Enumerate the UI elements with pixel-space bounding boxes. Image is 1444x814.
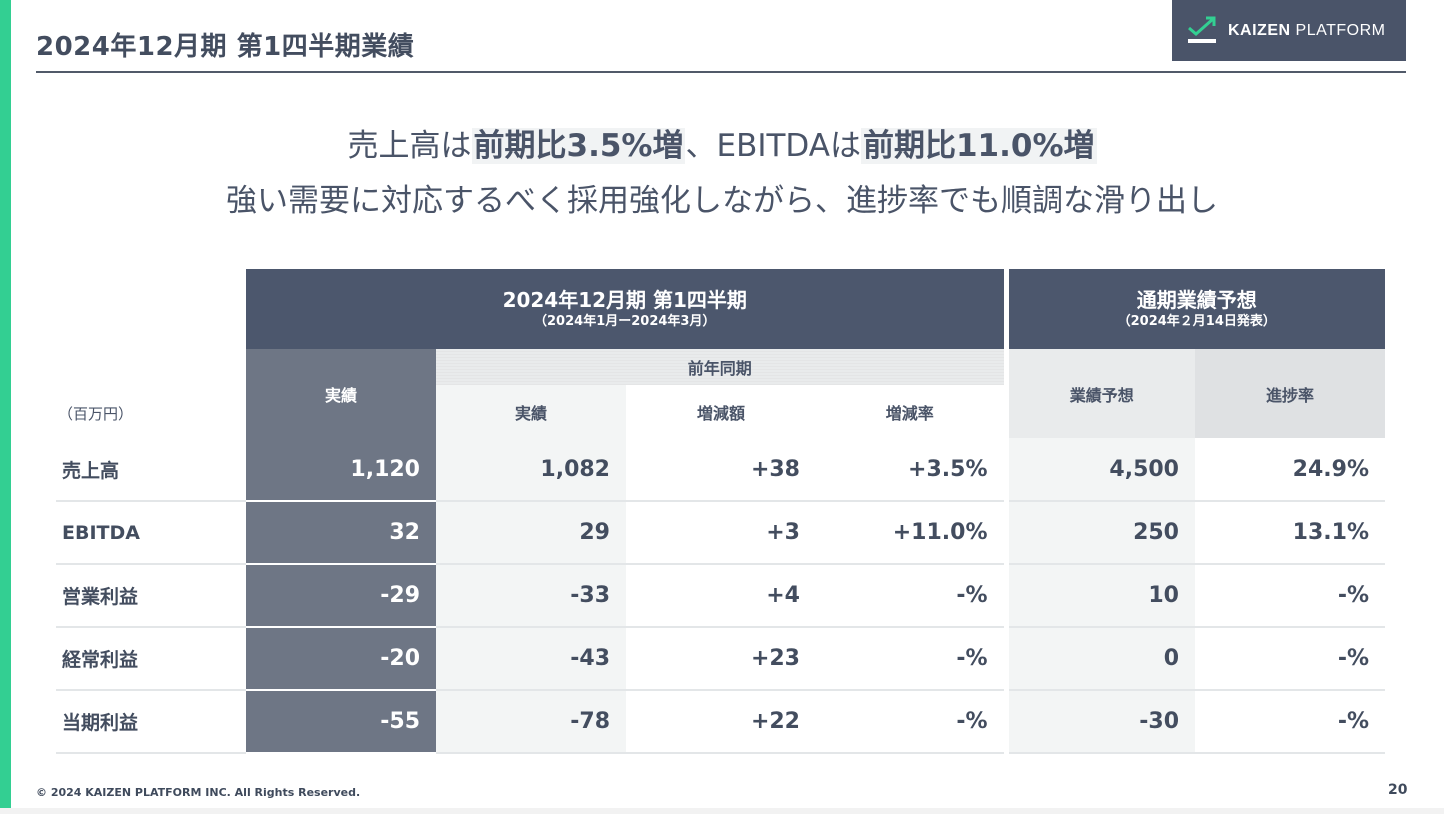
change-value: +22: [626, 690, 816, 754]
table-row: 売上高 1,120 1,082 +38 +3.5% 4,500 24.9%: [56, 438, 1385, 502]
headline-line-1: 売上高は前期比3.5%増、EBITDAは前期比11.0%増: [347, 128, 1097, 164]
actual-value: 1,120: [246, 438, 436, 502]
accent-bar: [0, 0, 11, 814]
prior-value: 29: [436, 501, 626, 565]
progress-value: 24.9%: [1195, 438, 1385, 502]
logo-wordmark: KAIZEN PLATFORM: [1228, 21, 1386, 39]
row-label: 当期利益: [56, 690, 246, 754]
company-logo: KAIZEN PLATFORM: [1172, 0, 1406, 61]
sales-growth-highlight: 前期比3.5%増: [471, 128, 686, 164]
row-label: 売上高: [56, 438, 246, 502]
forecast-value: -30: [1003, 690, 1195, 754]
page-title: 2024年12月期 第1四半期業績: [36, 32, 415, 62]
growth-arrow-icon: [1188, 16, 1216, 43]
ebitda-growth-highlight: 前期比11.0%増: [860, 128, 1097, 164]
actual-value: 32: [246, 501, 436, 565]
forecast-value: 0: [1003, 627, 1195, 691]
row-label: 経常利益: [56, 627, 246, 691]
change-rate-column-header: 増減率: [816, 385, 1006, 438]
actual-value: -55: [246, 690, 436, 754]
forecast-column-header: 業績予想: [1003, 349, 1195, 438]
progress-value: 13.1%: [1195, 501, 1385, 565]
prior-year-group-header: 前年同期: [436, 349, 1006, 385]
change-rate-value: -%: [816, 690, 1006, 754]
prior-value: -78: [436, 690, 626, 754]
financial-results-table: 2024年12月期 第1四半期 （2024年1月ー2024年3月） 通期業績予想…: [56, 269, 1385, 754]
change-rate-value: +11.0%: [816, 501, 1006, 565]
progress-value: -%: [1195, 564, 1385, 628]
actual-column-header: 実績: [246, 349, 436, 438]
change-rate-value: +3.5%: [816, 438, 1006, 502]
change-value: +3: [626, 501, 816, 565]
progress-value: -%: [1195, 627, 1385, 691]
row-label: 営業利益: [56, 564, 246, 628]
page-number: 20: [1388, 782, 1408, 798]
row-label: EBITDA: [56, 501, 246, 565]
q1-group-header: 2024年12月期 第1四半期 （2024年1月ー2024年3月）: [246, 269, 1006, 349]
forecast-value: 10: [1003, 564, 1195, 628]
prior-value: -33: [436, 564, 626, 628]
title-divider: [36, 71, 1406, 73]
actual-value: -20: [246, 627, 436, 691]
table-row: EBITDA 32 29 +3 +11.0% 250 13.1%: [56, 501, 1385, 565]
forecast-value: 4,500: [1003, 438, 1195, 502]
forecast-value: 250: [1003, 501, 1195, 565]
change-column-header: 増減額: [626, 385, 816, 438]
prior-value: -43: [436, 627, 626, 691]
change-value: +38: [626, 438, 816, 502]
prior-value: 1,082: [436, 438, 626, 502]
forecast-group-header: 通期業績予想 （2024年２月14日発表）: [1003, 269, 1385, 349]
actual-value: -29: [246, 564, 436, 628]
progress-value: -%: [1195, 690, 1385, 754]
unit-label: （百万円）: [58, 405, 134, 423]
headline-line-2: 強い需要に対応するべく採用強化しながら、進捗率でも順調な滑り出し: [226, 183, 1218, 219]
prior-actual-column-header: 実績: [436, 385, 626, 438]
change-rate-value: -%: [816, 627, 1006, 691]
change-value: +4: [626, 564, 816, 628]
table-row: 当期利益 -55 -78 +22 -% -30 -%: [56, 690, 1385, 754]
slide-bottom-edge: [0, 808, 1444, 814]
change-value: +23: [626, 627, 816, 691]
change-rate-value: -%: [816, 564, 1006, 628]
table-row: 営業利益 -29 -33 +4 -% 10 -%: [56, 564, 1385, 628]
copyright-notice: © 2024 KAIZEN PLATFORM INC. All Rights R…: [36, 786, 361, 799]
table-row: 経常利益 -20 -43 +23 -% 0 -%: [56, 627, 1385, 691]
progress-column-header: 進捗率: [1195, 349, 1385, 438]
